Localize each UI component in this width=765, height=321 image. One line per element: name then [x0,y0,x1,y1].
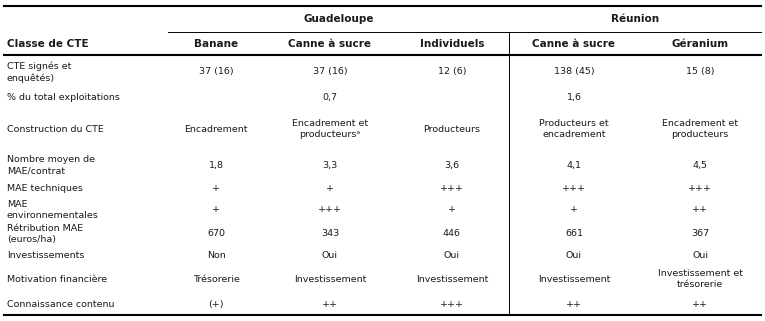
Text: 4,1: 4,1 [566,161,581,170]
Text: 1,8: 1,8 [209,161,224,170]
Text: Investissement: Investissement [538,275,610,284]
Text: 37 (16): 37 (16) [313,67,347,76]
Text: +++: +++ [440,300,464,309]
Text: 661: 661 [565,230,583,239]
Text: MAE techniques: MAE techniques [7,184,83,193]
Text: 446: 446 [443,230,461,239]
Text: +++: +++ [318,205,342,214]
Text: Producteurs: Producteurs [423,125,480,134]
Text: +++: +++ [562,184,586,193]
Text: Construction du CTE: Construction du CTE [7,125,103,134]
Text: Investissements: Investissements [7,251,84,260]
Text: Investissement: Investissement [415,275,488,284]
Text: 12 (6): 12 (6) [438,67,466,76]
Text: +: + [326,184,334,193]
Text: Réunion: Réunion [611,14,659,24]
Text: 670: 670 [207,230,226,239]
Text: Oui: Oui [444,251,460,260]
Text: 367: 367 [691,230,709,239]
Text: Encadrement et
producteursᵃ: Encadrement et producteursᵃ [291,119,368,139]
Text: 4,5: 4,5 [692,161,708,170]
Text: +++: +++ [440,184,464,193]
Text: ++: ++ [692,300,708,309]
Text: CTE signés et
enquêtés): CTE signés et enquêtés) [7,61,71,82]
Text: % du total exploitations: % du total exploitations [7,93,120,102]
Text: Rétribution MAE
(euros/ha): Rétribution MAE (euros/ha) [7,224,83,244]
Text: Producteurs et
encadrement: Producteurs et encadrement [539,119,609,139]
Text: Nombre moyen de
MAE/contrat: Nombre moyen de MAE/contrat [7,155,95,175]
Text: Non: Non [207,251,226,260]
Text: Classe de CTE: Classe de CTE [7,39,89,48]
Text: Motivation financière: Motivation financière [7,275,107,284]
Text: Canne à sucre: Canne à sucre [532,39,615,48]
Text: Oui: Oui [692,251,708,260]
Text: 138 (45): 138 (45) [554,67,594,76]
Text: MAE
environnementales: MAE environnementales [7,200,99,220]
Text: Banane: Banane [194,39,239,48]
Text: ++: ++ [322,300,338,309]
Text: Encadrement et
producteurs: Encadrement et producteurs [662,119,738,139]
Text: (+): (+) [209,300,224,309]
Text: Canne à sucre: Canne à sucre [288,39,371,48]
Text: +: + [570,205,578,214]
Text: Investissement et
trésorerie: Investissement et trésorerie [658,269,743,289]
Text: Trésorerie: Trésorerie [193,275,239,284]
Text: +++: +++ [688,184,712,193]
Text: 343: 343 [321,230,339,239]
Text: ++: ++ [566,300,582,309]
Text: Oui: Oui [322,251,338,260]
Text: Oui: Oui [566,251,582,260]
Text: Investissement: Investissement [294,275,366,284]
Text: 15 (8): 15 (8) [686,67,715,76]
Text: Connaissance contenu: Connaissance contenu [7,300,115,309]
Text: ++: ++ [692,205,708,214]
Text: 37 (16): 37 (16) [199,67,233,76]
Text: +: + [448,205,456,214]
Text: 3,6: 3,6 [444,161,460,170]
Text: Individuels: Individuels [420,39,484,48]
Text: +: + [213,184,220,193]
Text: 0,7: 0,7 [322,93,337,102]
Text: Géranium: Géranium [672,39,729,48]
Text: Encadrement: Encadrement [184,125,248,134]
Text: Guadeloupe: Guadeloupe [303,14,373,24]
Text: 1,6: 1,6 [566,93,581,102]
Text: 3,3: 3,3 [322,161,337,170]
Text: +: + [213,205,220,214]
